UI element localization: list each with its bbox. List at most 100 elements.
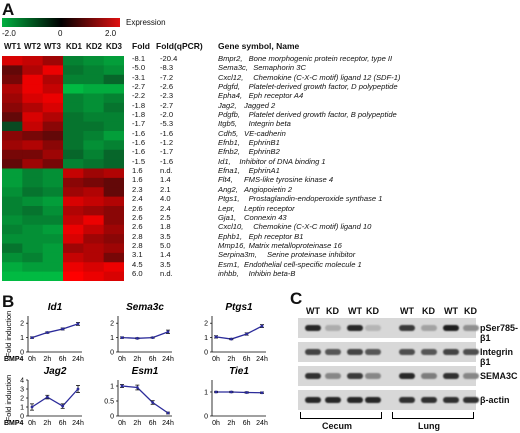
plot-title: Jag2 (44, 366, 67, 377)
lung-bracket (392, 412, 474, 419)
fold-qpcr-value: 4.0 (160, 194, 171, 204)
y-tick-label: 0.5 (104, 399, 114, 406)
heatmap-cell (2, 262, 23, 273)
sample-label: WT2 (24, 42, 41, 51)
gene-symbol: Cdh5, (218, 128, 239, 138)
gene-row: 2.3 2.1 Ang2, Angiopoietin 2 (132, 185, 512, 194)
gene-symbol: Cxcl12, (218, 72, 244, 82)
y-tick-label: 2 (20, 396, 24, 403)
heatmap-cell (22, 252, 44, 263)
heatmap-cell (22, 74, 44, 85)
data-point (120, 384, 124, 388)
gene-row: 2.4 4.0 Ptgs1, Prostaglandin-endoperoxide s… (132, 194, 512, 203)
gene-row: -1.8 -2.7 Jag2, Jagged 2 (132, 101, 512, 110)
heatmap-cell (2, 168, 23, 179)
data-point (260, 324, 264, 328)
fold-qpcr-value: -2.3 (160, 91, 174, 101)
heatmap-cell (103, 187, 124, 198)
data-point (76, 322, 80, 326)
plot-title: Sema3c (126, 302, 164, 313)
y-tick-label: 1 (20, 405, 24, 412)
heatmap-cell (2, 121, 23, 132)
heatmap-cell (2, 187, 23, 198)
fold-value: -1.7 (132, 119, 146, 129)
gene-row: -1.8 -2.0 Pdgfb, Platelet derived growth fa… (132, 110, 512, 119)
heatmap-cell (42, 196, 64, 207)
heatmap-cell (103, 112, 124, 123)
fold-qpcr-value: -1.2 (160, 138, 174, 148)
heatmap-cell (2, 131, 23, 141)
gene-symbol: Esm1, (218, 259, 240, 269)
gene-name: Chemokine (C-X-C motif) ligand 10 (253, 222, 372, 232)
gene-row: 6.0 n.d. inhbb, Inhibin beta-B (132, 269, 512, 278)
heatmap-cell (22, 234, 44, 244)
heatmap-cell (83, 168, 105, 179)
heatmap-cell (42, 140, 64, 151)
heatmap-cell (63, 215, 84, 226)
blot-band (463, 397, 479, 403)
heatmap-cell (63, 56, 84, 66)
x-tick-label: 24h (72, 420, 84, 427)
panel-c-letter: C (290, 289, 303, 308)
heatmap-cell (42, 206, 64, 216)
gene-symbol: Itgb5, (218, 119, 237, 129)
gene-row: -2.7 -2.6 Pdgfd, Platelet-derived growth fa… (132, 82, 512, 91)
gene-symbol: Bmpr2, (218, 54, 243, 63)
data-point (229, 390, 233, 394)
x-tick-label: 0h (212, 420, 220, 427)
gene-name: Endothelial cell-specific molecule 1 (244, 259, 362, 269)
gene-row: -2.2 -2.3 Epha4, Eph receptor A4 (132, 91, 512, 100)
blot-label: pSer785-β1 (480, 323, 519, 343)
gene-name: FMS-like tyrosine kinase 4 (244, 175, 334, 185)
heatmap-cell (42, 243, 64, 254)
blot-band (347, 373, 363, 379)
gene-row: -1.7 -5.3 Itgb5, Integrin beta (132, 119, 512, 128)
fold-value: 6.0 (132, 268, 143, 278)
gene-symbol: Jag2, (218, 100, 237, 110)
blot-band (463, 373, 479, 379)
heatmap-cell (103, 56, 124, 66)
lane-labels: WT KD WT KD WT KD WT KD (300, 306, 477, 318)
y-tick-label: 1 (110, 384, 114, 391)
fold-value: -1.8 (132, 100, 146, 110)
heatmap-cell (63, 177, 84, 188)
heatmap-cell (42, 74, 64, 85)
gene-table: -8.1 -20.4 Bmpr2, Bone morphogenic protein … (132, 54, 512, 278)
x-tick-label: 6h (149, 420, 157, 427)
x-tick-label: 24h (162, 356, 174, 363)
sample-label: WT3 (44, 42, 61, 51)
plot-title: Esm1 (132, 366, 159, 377)
x-tick-label: 0h (28, 356, 36, 363)
heatmap-cell (83, 84, 105, 94)
y-tick-label: 0 (20, 350, 24, 357)
data-point (260, 391, 264, 395)
data-point (76, 387, 80, 391)
data-point (135, 336, 139, 340)
x-tick-label: 2h (43, 420, 51, 427)
fold-qpcr-value: -2.7 (160, 100, 174, 110)
colorbar-min: -2.0 (2, 29, 16, 38)
blot-strip (298, 318, 479, 338)
fold-value: -1.8 (132, 110, 146, 120)
heatmap-cell (63, 196, 84, 207)
blot-band (305, 373, 321, 379)
heatmap-cell (63, 131, 84, 141)
heatmap-cell (2, 112, 23, 123)
gene-name: Prostaglandin-endoperoxide synthase 1 (248, 194, 383, 204)
data-point (245, 391, 249, 394)
cecum-bracket (300, 412, 382, 419)
blot-strip (298, 366, 479, 386)
blot-band (443, 325, 459, 331)
fold-value: -5.0 (132, 63, 146, 73)
fold-qpcr-value: -20.4 (160, 54, 178, 63)
heatmap-cell (83, 159, 105, 169)
heatmap-cell (2, 234, 23, 244)
heatmap-cell (103, 262, 124, 273)
series-line (31, 323, 79, 339)
gene-name: EphrinB2 (248, 147, 280, 157)
heatmap-cell (42, 159, 64, 169)
heatmap-cell (22, 131, 44, 141)
series-line (31, 388, 79, 408)
blot-band (325, 325, 341, 331)
